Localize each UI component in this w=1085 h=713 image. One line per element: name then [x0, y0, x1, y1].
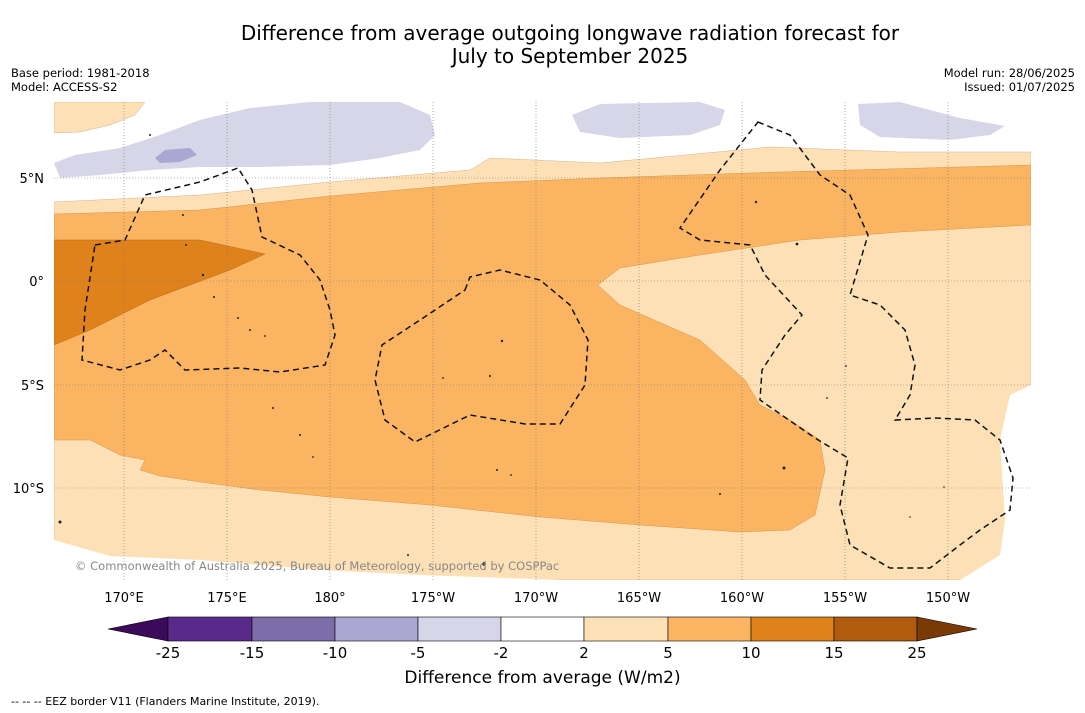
- title-line-2: July to September 2025: [451, 44, 689, 68]
- colorbar-tick: -2: [494, 644, 509, 662]
- colorbar-segment: [417, 616, 502, 642]
- colorbar-segment: [667, 616, 752, 642]
- lat-label: 0°: [29, 275, 44, 290]
- model-run: Model run: 28/06/2025: [943, 66, 1075, 80]
- colorbar-segment: [500, 616, 585, 642]
- lat-label: 5°S: [21, 379, 44, 394]
- lon-label: 165°W: [617, 591, 661, 606]
- anomaly-region-minus5-minus2-c: [858, 102, 1005, 140]
- issued-date: Issued: 01/07/2025: [964, 80, 1075, 94]
- near-zero-region-east: [960, 385, 1031, 580]
- colorbar-segment: [251, 616, 336, 642]
- lat-label: 5°N: [20, 172, 45, 187]
- colorbar-tick: -15: [240, 644, 265, 662]
- map-plot-area: [54, 102, 1031, 580]
- colorbar-max-arrow: [916, 616, 978, 642]
- colorbar-tick: 25: [907, 644, 926, 662]
- map-title: Difference from average outgoing longwav…: [0, 22, 1085, 68]
- colorbar-segment: [833, 616, 918, 642]
- lon-label: 180°: [314, 591, 345, 606]
- colorbar-title: Difference from average (W/m2): [404, 668, 681, 688]
- colorbar-segment: [334, 616, 419, 642]
- near-zero-region: [54, 540, 560, 580]
- anomaly-region-minus5-minus2-b: [572, 102, 725, 138]
- lon-label: 175°E: [207, 591, 247, 606]
- island-markers: [58, 134, 945, 566]
- colorbar-tick: -5: [411, 644, 426, 662]
- title-line-1: Difference from average outgoing longwav…: [240, 21, 900, 45]
- anomaly-region-minus5-minus2: [54, 102, 435, 178]
- colorbar-min-arrow: [107, 616, 169, 642]
- lon-label: 170°W: [514, 591, 558, 606]
- colorbar-segment: [750, 616, 835, 642]
- colorbar-tick: -10: [323, 644, 348, 662]
- lat-axis: 5°N 0° 5°S 10°S: [13, 172, 44, 497]
- map-gridlines: [54, 102, 1031, 580]
- lon-label: 170°E: [104, 591, 144, 606]
- lat-label: 10°S: [13, 482, 44, 497]
- colorbar-tick: 2: [579, 644, 589, 662]
- lon-label: 175°W: [411, 591, 455, 606]
- copyright-notice: © Commonwealth of Australia 2025, Bureau…: [75, 559, 559, 573]
- anomaly-region-2-5-nw: [54, 102, 146, 134]
- colorbar-segment: [583, 616, 669, 642]
- colorbar-tick: 15: [824, 644, 843, 662]
- colorbar: [107, 616, 978, 642]
- colorbar-tick: 10: [741, 644, 760, 662]
- lon-label: 150°W: [926, 591, 970, 606]
- footnote: -- -- -- EEZ border V11 (Flanders Marine…: [11, 695, 320, 708]
- metadata-right: Model run: 28/06/2025 Issued: 01/07/2025: [944, 66, 1075, 94]
- anomaly-region-10-15: [54, 239, 266, 346]
- lon-axis: 170°E 175°E 180° 175°W 170°W 165°W 160°W…: [104, 591, 970, 606]
- anomaly-region-5-10: [54, 164, 1031, 533]
- colorbar-tick: -25: [156, 644, 181, 662]
- colorbar-ticks: -25 -15 -10 -5 -2 2 5 10 15 25: [156, 644, 927, 662]
- lon-label: 155°W: [823, 591, 867, 606]
- model-name: Model: ACCESS-S2: [11, 80, 118, 94]
- metadata-left: Base period: 1981-2018 Model: ACCESS-S2: [11, 66, 150, 94]
- colorbar-segment: [167, 616, 253, 642]
- colorbar-tick: 5: [663, 644, 673, 662]
- eez-borders: [81, 121, 1014, 569]
- anomaly-region-minus10-minus5: [155, 148, 197, 163]
- lon-label: 160°W: [720, 591, 764, 606]
- base-period: Base period: 1981-2018: [11, 66, 150, 80]
